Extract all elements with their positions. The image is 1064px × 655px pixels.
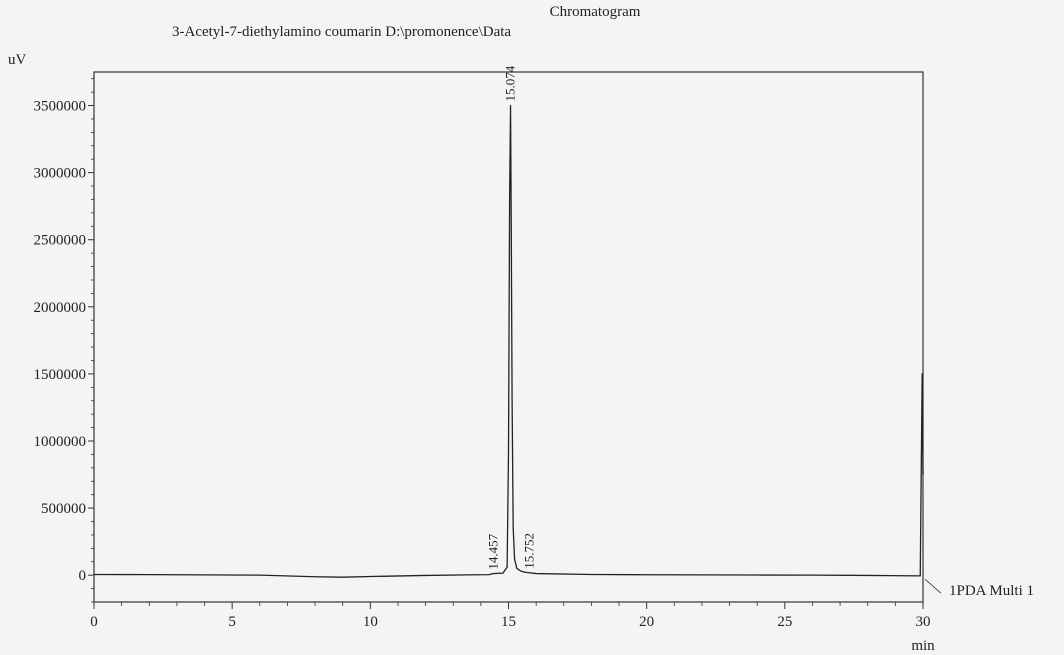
x-axis-label: min [911,638,935,654]
chart-subtitle: 3-Acetyl-7-diethylamino coumarin D:\prom… [172,24,512,40]
y-tick-label: 2500000 [34,233,87,249]
x-tick-label: 30 [916,614,931,630]
y-tick-label: 0 [79,568,87,584]
x-tick-label: 10 [363,614,378,630]
x-tick-label: 20 [639,614,654,630]
x-tick-label: 25 [777,614,792,630]
x-tick-label: 5 [228,614,236,630]
x-tick-label: 0 [90,614,98,630]
series-leader-line [924,578,942,594]
peak-label-2: 15.752 [521,533,536,569]
series-line-0 [93,104,924,578]
trace-layer [93,104,924,578]
label-layer: 1PDA Multi 1 14.457 15.074 15.752 [485,65,1034,599]
x-tick-label: 15 [501,614,516,630]
series-label: 1PDA Multi 1 [949,583,1034,599]
y-tick-label: 2000000 [34,300,87,316]
y-axis-label: uV [8,52,27,68]
chart-title: Chromatogram [549,4,641,20]
axes-layer: uV min 0 500000 1000000 1500000 2000000 2500000… [8,52,935,654]
peak-label-0: 14.457 [485,533,500,569]
peak-label-1: 15.074 [503,65,518,101]
y-tick-label: 3000000 [34,166,87,182]
y-tick-label: 500000 [41,501,86,517]
y-tick-label: 1500000 [34,367,87,383]
y-tick-label: 1000000 [34,434,87,450]
y-tick-label: 3500000 [34,99,87,115]
